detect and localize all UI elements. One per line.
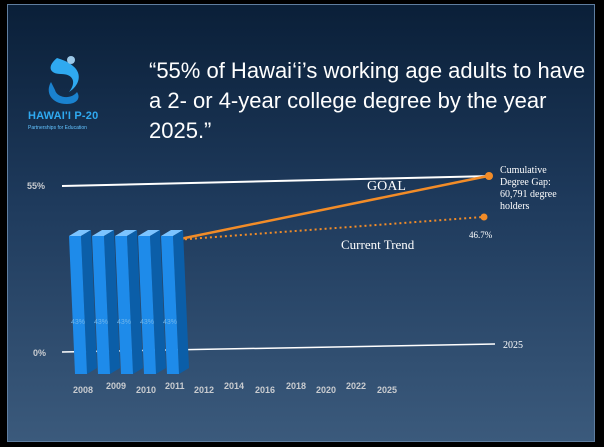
bar-2010 (115, 230, 143, 374)
axis-label-top: 55% (27, 181, 45, 191)
x-tick-label: 2025 (377, 385, 397, 395)
gap-annotation-line-4: holders (500, 201, 530, 212)
bar-front-face (161, 236, 179, 374)
bar-top-face (138, 230, 160, 236)
bar-value-label: 43% (140, 319, 154, 326)
goal-reference-line (61, 175, 493, 187)
gap-annotation-line-1: Cumulative (500, 165, 547, 176)
bar-side-face (81, 230, 97, 374)
x-tick-label: 2009 (106, 381, 126, 391)
degree-attainment-chart: 43% 43% 43% 43% 43% 55% 0% GOAL Current Tren… (27, 165, 557, 395)
bar-top-face (161, 230, 183, 236)
bar-2008 (69, 230, 97, 374)
x-tick-label: 2020 (316, 385, 336, 395)
x-tick-label: 2010 (136, 385, 156, 395)
axis-label-bottom: 0% (33, 348, 46, 358)
x-tick-label: 2022 (346, 381, 366, 391)
bar-side-face (127, 230, 143, 374)
current-trend-line (174, 216, 484, 241)
bar-value-label: 43% (94, 319, 108, 326)
goal-projection-line (174, 174, 489, 242)
bar-side-face (173, 230, 189, 374)
x-tick-label: 2008 (73, 385, 93, 395)
trend-endpoint (480, 213, 488, 221)
bar-front-face (69, 236, 87, 374)
bar-2011 (138, 230, 166, 374)
goal-quote: “55% of Hawai‘i’s working age adults to … (149, 58, 586, 143)
bar-value-label: 43% (71, 319, 85, 326)
bar-value-label: 43% (117, 319, 131, 326)
bar-side-face (150, 230, 166, 374)
gap-annotation-line-3: 60,791 degree (500, 189, 557, 200)
wave-icon (48, 56, 79, 104)
x-tick-label: 2016 (255, 385, 275, 395)
slide: HAWAI'I P-20 Partnerships for Education … (7, 4, 595, 442)
trend-end-value: 46.7% (469, 230, 493, 240)
x-tick-label: 2018 (286, 381, 306, 391)
bar-top-face (92, 230, 114, 236)
x-tick-label: 2011 (165, 381, 185, 391)
logo-title: HAWAI'I P-20 (28, 110, 99, 122)
bar-top-face (69, 230, 91, 236)
end-year-label: 2025 (503, 340, 523, 351)
logo-subtitle: Partnerships for Education (28, 125, 87, 131)
bar-front-face (92, 236, 110, 374)
bar-value-label: 43% (163, 319, 177, 326)
bar-front-face (138, 236, 156, 374)
x-tick-label: 2012 (194, 385, 214, 395)
bar-side-face (104, 230, 120, 374)
bar-2012 (161, 230, 189, 374)
bar-top-face (115, 230, 137, 236)
x-tick-label: 2014 (224, 381, 244, 391)
bar-front-face (115, 236, 133, 374)
current-trend-label: Current Trend (341, 237, 415, 252)
goal-label: GOAL (367, 179, 406, 194)
goal-endpoint (485, 172, 493, 180)
gap-annotation-line-2: Degree Gap: (500, 177, 551, 188)
bar-2009 (92, 230, 120, 374)
